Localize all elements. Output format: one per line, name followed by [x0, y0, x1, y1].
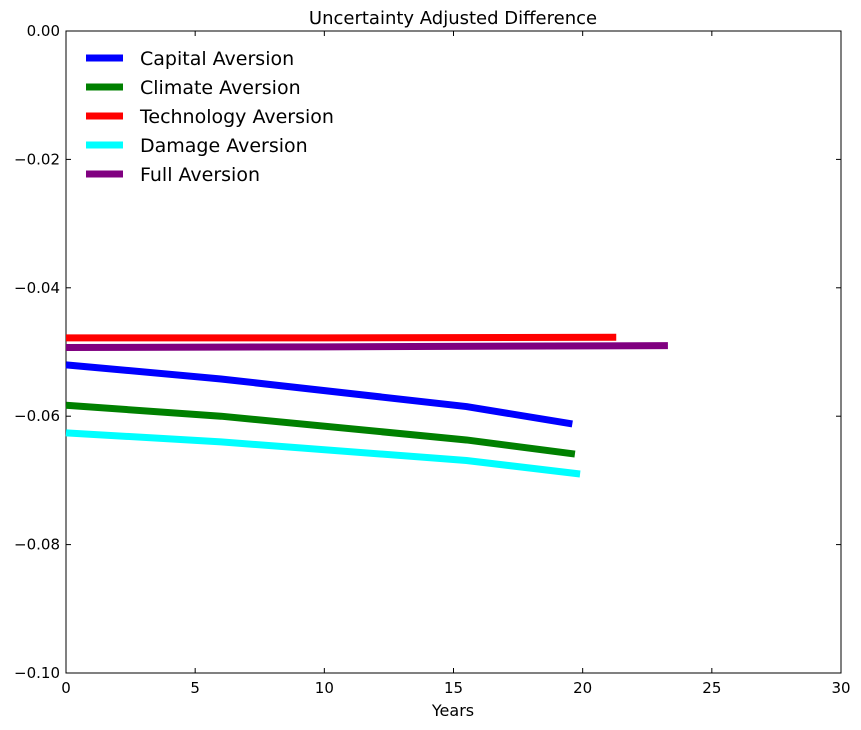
series-line-capital-aversion — [65, 361, 573, 428]
x-tick-label: 30 — [831, 679, 850, 697]
legend-label-climate-aversion: Climate Aversion — [140, 77, 301, 99]
x-tick-label: 20 — [573, 679, 592, 697]
axis-ticks: 0 5 10 15 20 25 30 0.00 −0.02 −0.04 −0.06 −0.08 −0.1… — [14, 22, 851, 697]
x-tick-label: 25 — [702, 679, 721, 697]
y-tick-label: −0.10 — [14, 664, 60, 682]
x-tick-label: 5 — [190, 679, 200, 697]
series-layer — [65, 333, 668, 478]
y-tick-label: −0.04 — [14, 279, 60, 297]
y-tick-label: −0.08 — [14, 536, 60, 554]
chart-title: Uncertainty Adjusted Difference — [309, 8, 597, 29]
series-line-full-aversion — [65, 342, 668, 352]
y-tick-label: 0.00 — [27, 22, 60, 40]
y-tick-label: −0.02 — [14, 150, 60, 168]
legend-label-technology-aversion: Technology Aversion — [139, 106, 334, 128]
x-tick-label: 10 — [315, 679, 334, 697]
x-axis-label: Years — [431, 701, 474, 720]
plot-area — [65, 30, 842, 674]
x-tick-label: 15 — [444, 679, 463, 697]
series-line-damage-aversion — [65, 429, 581, 478]
y-tick-label: −0.06 — [14, 407, 60, 425]
x-tick-label: 0 — [61, 679, 71, 697]
legend-label-full-aversion: Full Aversion — [140, 164, 260, 186]
series-line-climate-aversion — [65, 401, 576, 458]
legend-label-capital-aversion: Capital Aversion — [140, 48, 294, 70]
series-line-technology-aversion — [66, 333, 617, 342]
legend-label-damage-aversion: Damage Aversion — [140, 135, 308, 157]
legend: Capital Aversion Climate Aversion Technolo… — [86, 48, 334, 186]
